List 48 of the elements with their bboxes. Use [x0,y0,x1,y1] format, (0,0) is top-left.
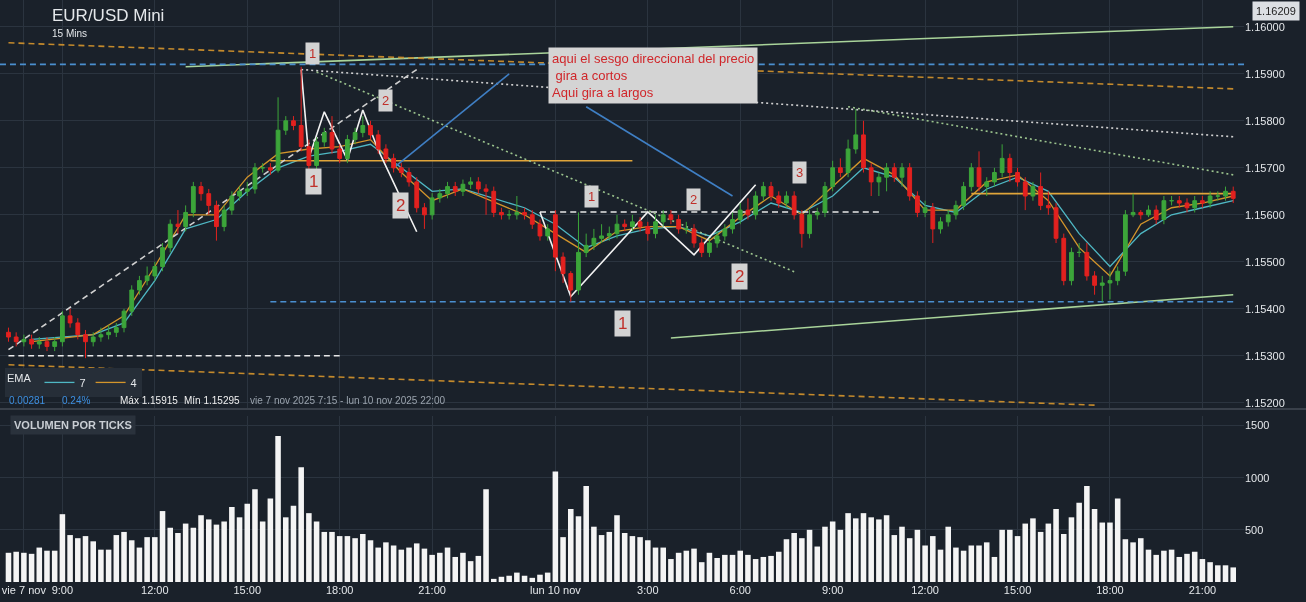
text: 15 Mins [52,28,88,39]
x-tick-label: 12:00 [911,584,939,596]
annotation: 3 [796,165,804,180]
x-tick-label: 15:00 [1003,584,1032,596]
annotation: aqui el sesgo direccional del precio gira a cortos Aqui gira a largos [552,51,755,100]
x-tick-label: 9:00 [51,584,74,596]
annotation: 2 [690,192,698,207]
y-tick-label: 1.15800 [1245,114,1285,127]
annotation: 0.24% [62,395,91,406]
legend-label: 4 [130,376,137,389]
y-tick-label: 1.15600 [1245,208,1285,221]
y-tick-label: 1.15400 [1245,302,1285,315]
annotation: 1 [309,46,317,61]
y-tick-label: 1000 [1245,471,1270,484]
x-tick-label: 21:00 [418,584,446,596]
y-tick-label: 1.15900 [1245,67,1285,80]
legend-label: 7 [79,376,86,389]
x-tick-label: vie 7 nov [1,584,47,596]
y-tick-label: 1.15300 [1245,349,1285,362]
annotation: 0.00281 [9,395,46,406]
y-tick-label: 1.15700 [1245,161,1285,174]
x-tick-label: lun 10 nov [529,584,582,596]
text: 1.16209 [1256,5,1296,17]
annotation: Mín 1.15295 [184,395,241,406]
annotation: 2 [396,196,406,215]
y-tick-label: 500 [1245,523,1264,536]
x-tick-label: 15:00 [233,584,262,596]
y-tick-label: 1500 [1245,419,1270,432]
x-tick-label: 21:00 [1188,584,1217,596]
annotation: 2 [382,93,390,108]
y-tick-label: 1.15200 [1245,396,1285,409]
x-tick-label: 18:00 [1096,584,1124,596]
y-tick-label: 1.15500 [1245,255,1285,268]
x-tick-label: 6:00 [729,584,751,596]
annotation: Máx 1.15915 [120,395,179,406]
annotation: 1 [618,314,628,333]
chart-title: VOLUMEN POR TICKS [14,419,132,431]
x-tick-label: 3:00 [637,584,659,596]
x-tick-label: 9:00 [821,584,844,596]
x-tick-label: 18:00 [325,584,354,596]
annotation: 1 [309,172,319,191]
x-tick-label: 12:00 [141,584,169,596]
legend-title: EMA [6,372,32,385]
annotation: 2 [735,267,745,286]
y-tick-label: 1.16000 [1245,20,1285,33]
annotation: 1 [588,189,596,204]
chart-title: EUR/USD Mini [52,6,165,25]
annotation: vie 7 nov 2025 7:15 - lun 10 nov 2025 22:00 [250,395,446,406]
